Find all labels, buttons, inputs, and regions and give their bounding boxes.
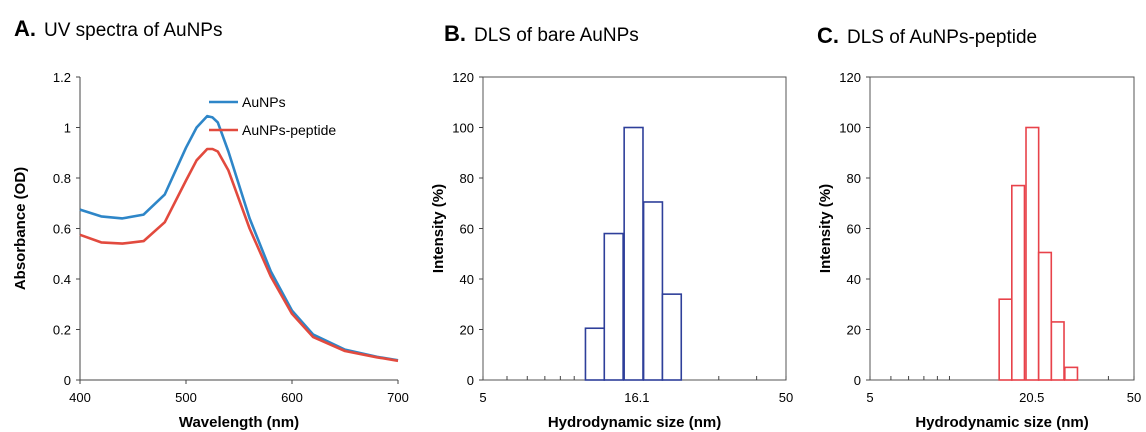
series-point — [227, 169, 229, 171]
histogram-bar — [661, 293, 683, 381]
series-point — [79, 208, 81, 210]
histogram-bar — [1037, 251, 1053, 381]
y-tick-label: 100 — [452, 121, 474, 136]
legend-label-0: AuNPs — [242, 94, 286, 110]
histogram-bar — [998, 298, 1013, 381]
y-tick-label: 40 — [460, 272, 474, 287]
series-point — [164, 221, 166, 223]
x-tick-label: 700 — [387, 390, 409, 405]
series-point — [397, 360, 399, 362]
histogram-bar — [623, 126, 644, 381]
panel-title: C. DLS of AuNPs-peptide — [817, 23, 1037, 48]
y-tick-label: 40 — [847, 272, 861, 287]
panel-a: A. UV spectra of AuNPs 0 0.2 0.4 0.6 0.8 1 1.2 40… — [12, 16, 409, 431]
x-tick-label: 50 — [779, 390, 793, 405]
series-point — [211, 116, 213, 118]
x-tick-label: 500 — [175, 390, 197, 405]
series-point — [291, 313, 293, 315]
y-tick-label: 0 — [64, 373, 71, 388]
panel-letter: C. — [817, 23, 839, 48]
chart-title: DLS of AuNPs-peptide — [847, 27, 1037, 48]
panel-letter: A. — [14, 16, 36, 41]
y-axis-label: Absorbance (OD) — [12, 167, 29, 290]
histogram-bar — [1025, 126, 1040, 381]
y-tick-label: 60 — [460, 222, 474, 237]
y-tick-label: 0.4 — [53, 272, 71, 287]
series-point — [164, 193, 166, 195]
series-line-1 — [79, 147, 399, 363]
panel-title: B. DLS of bare AuNPs — [444, 21, 639, 46]
series-point — [217, 150, 219, 152]
series-point — [185, 179, 187, 181]
series-point — [100, 241, 102, 243]
series-point — [121, 242, 123, 244]
y-tick-label: 0.8 — [53, 171, 71, 186]
series-point — [206, 115, 208, 117]
series-point — [227, 150, 229, 152]
series-point — [142, 240, 144, 242]
panel-title: A. UV spectra of AuNPs — [14, 16, 222, 41]
x-axis-label: Wavelength (nm) — [179, 414, 299, 431]
y-tick-label: 20 — [460, 323, 474, 338]
histogram-bar — [1064, 366, 1079, 381]
x-tick-label: 50 — [1127, 390, 1141, 405]
series-point — [79, 234, 81, 236]
y-tick-label: 0 — [467, 373, 474, 388]
series-point — [270, 275, 272, 277]
series-point — [100, 215, 102, 217]
y-tick-label: 80 — [847, 171, 861, 186]
panel-c: C. DLS of AuNPs-peptide 0 20 40 60 80 100 120 5 20… — [817, 23, 1141, 431]
x-tick-label: 400 — [69, 390, 91, 405]
x-tick-label: 16.1 — [624, 390, 649, 405]
chart-title: DLS of bare AuNPs — [474, 25, 639, 46]
series-point — [376, 356, 378, 358]
series-point — [121, 217, 123, 219]
y-tick-label: 0.6 — [53, 222, 71, 237]
x-tick-label: 600 — [281, 390, 303, 405]
series-point — [195, 126, 197, 128]
y-tick-label: 100 — [839, 121, 861, 136]
x-tick-label: 5 — [866, 390, 873, 405]
panel-letter: B. — [444, 21, 466, 46]
histogram-bar — [1050, 321, 1065, 381]
y-tick-label: 1.2 — [53, 70, 71, 85]
y-tick-label: 20 — [847, 323, 861, 338]
series-point — [248, 217, 250, 219]
series-point — [195, 159, 197, 161]
series-point — [344, 350, 346, 352]
y-tick-label: 120 — [839, 70, 861, 85]
y-tick-label: 0.2 — [53, 323, 71, 338]
histogram-bar — [642, 201, 664, 381]
x-axis-label: Hydrodynamic size (nm) — [915, 414, 1088, 431]
y-tick-label: 120 — [452, 70, 474, 85]
x-tick-label: 20.5 — [1019, 390, 1044, 405]
y-tick-label: 80 — [460, 171, 474, 186]
histogram-bar — [1011, 184, 1026, 381]
series-point — [185, 147, 187, 149]
series-point — [211, 148, 213, 150]
panel-b: B. DLS of bare AuNPs 0 20 40 60 80 100 120 5 16.1 5… — [430, 21, 793, 431]
legend-label-1: AuNPs-peptide — [242, 122, 336, 138]
series-point — [248, 227, 250, 229]
histogram-bar — [584, 327, 606, 381]
series-line-0 — [79, 114, 399, 362]
histogram-bar — [603, 232, 624, 381]
y-tick-label: 0 — [854, 373, 861, 388]
y-axis-label: Intensity (%) — [430, 184, 447, 273]
series-point — [312, 336, 314, 338]
chart-title: UV spectra of AuNPs — [44, 20, 222, 41]
y-axis-label: Intensity (%) — [817, 184, 834, 273]
series-point — [142, 213, 144, 215]
y-tick-label: 1 — [64, 121, 71, 136]
series-point — [217, 121, 219, 123]
x-axis-label: Hydrodynamic size (nm) — [548, 414, 721, 431]
y-tick-label: 60 — [847, 222, 861, 237]
series-point — [206, 148, 208, 150]
x-tick-label: 5 — [479, 390, 486, 405]
